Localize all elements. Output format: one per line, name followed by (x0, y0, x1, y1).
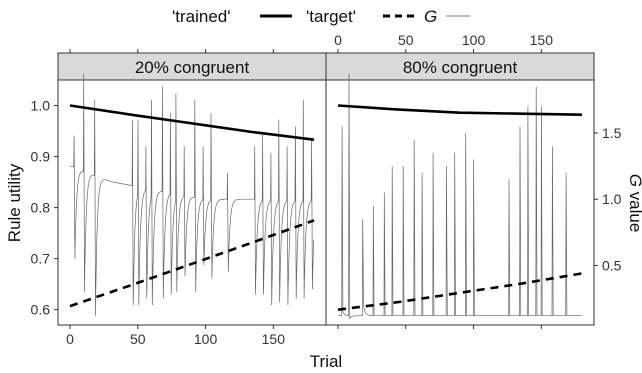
x-bottom-tick-label: 150 (262, 331, 286, 347)
y-left-tick-label: 1.0 (31, 98, 51, 114)
y-right-tick-label: 1.0 (602, 191, 622, 207)
y-axis-title-left: Rule utility (5, 163, 24, 242)
y-axis-title-right-g: G (626, 174, 642, 187)
y-left-tick-label: 0.9 (31, 149, 51, 165)
panel-right-series (337, 73, 583, 320)
panel-strip-right: 80% congruent (325, 52, 595, 81)
panel-title-80: 80% congruent (403, 58, 518, 77)
legend: 'trained' 'target' G (172, 7, 470, 26)
series-target-line (69, 219, 315, 308)
bottom-x-axis: 0 50 100 150 (66, 325, 542, 347)
left-y-axis: 0.6 0.7 0.8 0.9 1.0 (31, 98, 58, 318)
x-top-tick-label: 0 (334, 32, 342, 48)
panel-left-series (69, 73, 315, 316)
y-axis-title-right-value: value (626, 187, 642, 232)
legend-label-trained: 'trained' (172, 7, 230, 26)
panel-title-20: 20% congruent (135, 58, 250, 77)
y-right-tick-label: 0.5 (602, 257, 622, 273)
y-axis-title-right: G value (626, 174, 642, 233)
x-top-tick-label: 150 (530, 32, 554, 48)
y-right-tick-label: 1.5 (602, 125, 622, 141)
series-target-line (337, 272, 583, 311)
top-x-axis: 0 50 100 150 (69, 32, 554, 53)
y-left-tick-label: 0.6 (31, 302, 51, 318)
x-top-tick-label: 50 (398, 32, 414, 48)
series-trained-line (337, 104, 583, 116)
right-y-axis: 0.5 1.0 1.5 (594, 125, 622, 273)
series-g-line (70, 73, 315, 316)
x-bottom-tick-label: 100 (194, 331, 218, 347)
legend-label-g: G (424, 7, 437, 26)
x-bottom-tick-label: 0 (66, 331, 74, 347)
legend-label-target: 'target' (306, 7, 356, 26)
x-axis-title: Trial (310, 352, 342, 371)
x-bottom-tick-label: 50 (130, 331, 146, 347)
x-top-tick-label: 100 (462, 32, 486, 48)
panel-strip-left: 20% congruent (57, 52, 327, 81)
y-left-tick-label: 0.7 (31, 251, 51, 267)
panel-frame-right (325, 79, 595, 326)
series-trained-line (69, 104, 315, 141)
y-left-tick-label: 0.8 (31, 200, 51, 216)
series-g-line (338, 73, 582, 320)
